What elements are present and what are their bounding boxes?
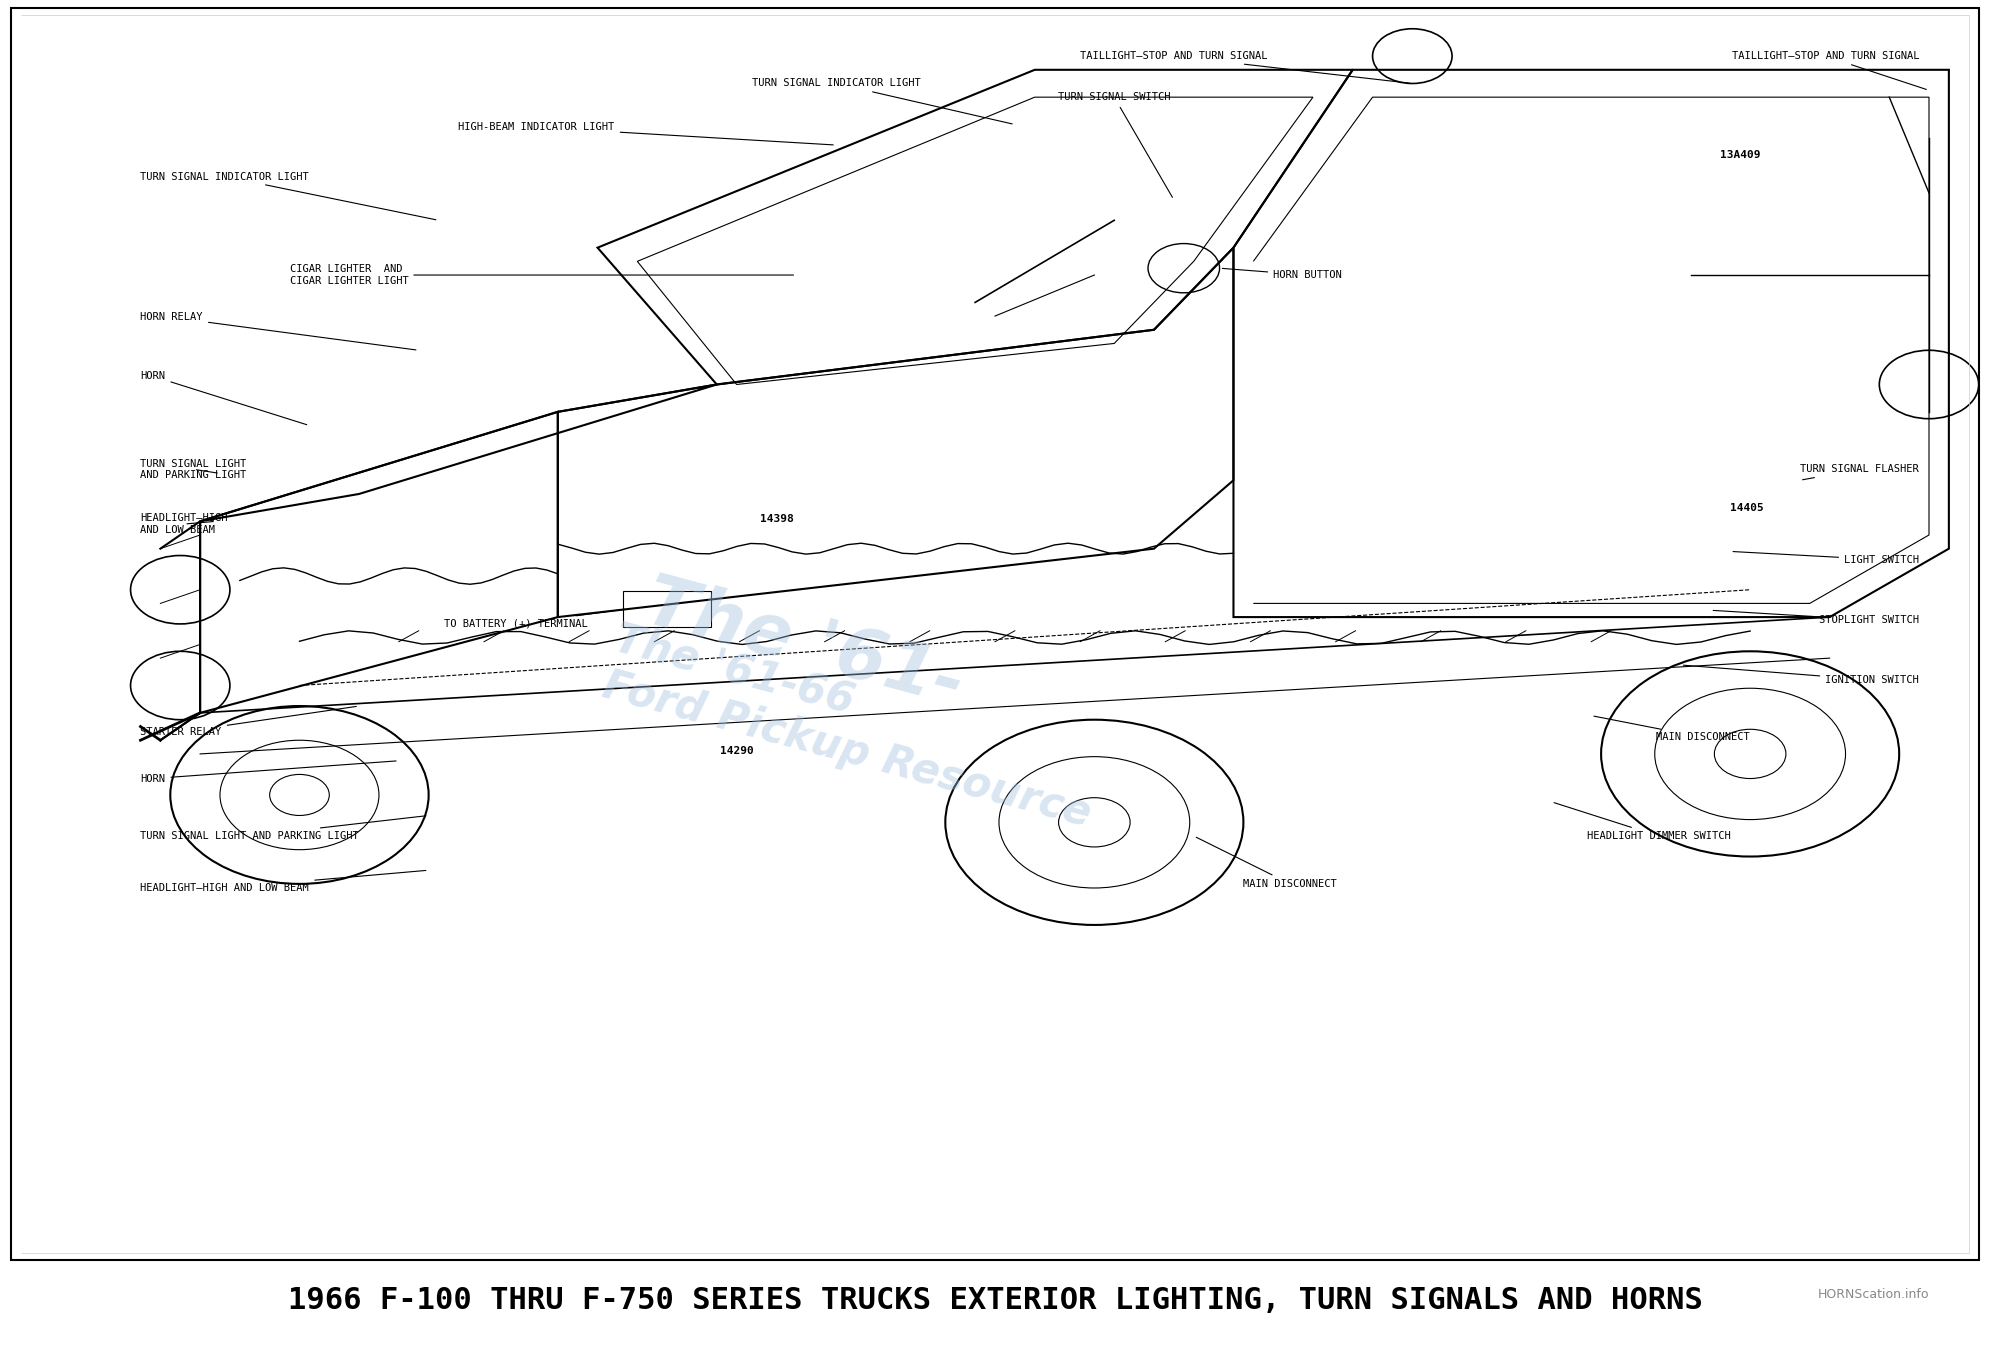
- Text: STOPLIGHT SWITCH: STOPLIGHT SWITCH: [1713, 610, 1917, 625]
- Text: 14398: 14398: [760, 514, 794, 524]
- Text: 1966 F-100 THRU F-750 SERIES TRUCKS EXTERIOR LIGHTING, TURN SIGNALS AND HORNS: 1966 F-100 THRU F-750 SERIES TRUCKS EXTE…: [288, 1286, 1701, 1315]
- Text: TURN SIGNAL LIGHT AND PARKING LIGHT: TURN SIGNAL LIGHT AND PARKING LIGHT: [141, 816, 426, 840]
- Text: HORN: HORN: [141, 761, 396, 784]
- Text: HORN: HORN: [141, 372, 306, 425]
- Text: TAILLIGHT—STOP AND TURN SIGNAL: TAILLIGHT—STOP AND TURN SIGNAL: [1730, 51, 1925, 89]
- Text: TURN SIGNAL INDICATOR LIGHT: TURN SIGNAL INDICATOR LIGHT: [141, 171, 436, 219]
- Text: TURN SIGNAL LIGHT
AND PARKING LIGHT: TURN SIGNAL LIGHT AND PARKING LIGHT: [141, 458, 247, 480]
- Text: HORN RELAY: HORN RELAY: [141, 313, 416, 350]
- Text: STARTER RELAY: STARTER RELAY: [141, 706, 356, 738]
- Text: TURN SIGNAL FLASHER: TURN SIGNAL FLASHER: [1800, 465, 1917, 480]
- Text: IGNITION SWITCH: IGNITION SWITCH: [1683, 665, 1917, 686]
- Text: The '61-: The '61-: [636, 569, 971, 720]
- Text: 14290: 14290: [720, 746, 754, 757]
- Text: HEADLIGHT DIMMER SWITCH: HEADLIGHT DIMMER SWITCH: [1553, 802, 1728, 840]
- Text: HORN BUTTON: HORN BUTTON: [1221, 269, 1341, 280]
- Text: HEADLIGHT—HIGH
AND LOW BEAM: HEADLIGHT—HIGH AND LOW BEAM: [141, 513, 229, 535]
- Text: LIGHT SWITCH: LIGHT SWITCH: [1732, 551, 1917, 565]
- Text: The '61-66
Ford Pickup Resource: The '61-66 Ford Pickup Resource: [597, 617, 1108, 835]
- Text: 13A409: 13A409: [1718, 149, 1760, 159]
- Text: TURN SIGNAL SWITCH: TURN SIGNAL SWITCH: [1058, 92, 1172, 197]
- Text: HEADLIGHT—HIGH AND LOW BEAM: HEADLIGHT—HIGH AND LOW BEAM: [141, 871, 426, 893]
- Text: HIGH-BEAM INDICATOR LIGHT: HIGH-BEAM INDICATOR LIGHT: [457, 122, 833, 145]
- Text: MAIN DISCONNECT: MAIN DISCONNECT: [1593, 716, 1748, 743]
- Text: MAIN DISCONNECT: MAIN DISCONNECT: [1195, 838, 1337, 888]
- Text: CIGAR LIGHTER  AND
CIGAR LIGHTER LIGHT: CIGAR LIGHTER AND CIGAR LIGHTER LIGHT: [288, 265, 794, 285]
- Text: 14405: 14405: [1728, 503, 1762, 513]
- Text: HORNScation.info: HORNScation.info: [1816, 1289, 1927, 1301]
- Text: TO BATTERY (+) TERMINAL: TO BATTERY (+) TERMINAL: [444, 609, 625, 629]
- Text: TAILLIGHT—STOP AND TURN SIGNAL: TAILLIGHT—STOP AND TURN SIGNAL: [1080, 51, 1408, 84]
- Text: TURN SIGNAL INDICATOR LIGHT: TURN SIGNAL INDICATOR LIGHT: [752, 78, 1012, 123]
